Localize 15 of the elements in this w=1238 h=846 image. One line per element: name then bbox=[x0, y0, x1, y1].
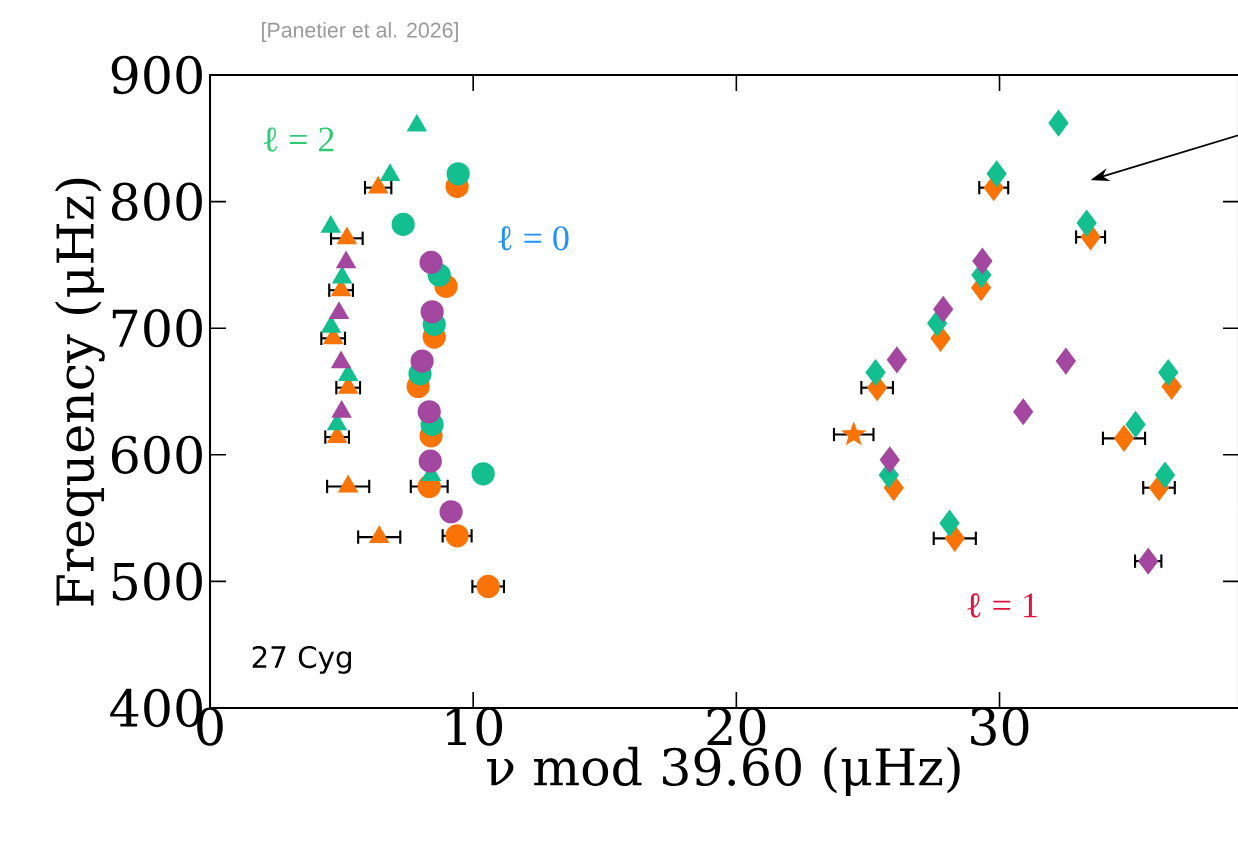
y-tick-label: 500 bbox=[112, 562, 202, 601]
text: [Panetier et al. 2026] bbox=[262, 22, 458, 42]
x-axis-title: ν mod 39.60 (μHz) bbox=[487, 746, 960, 796]
y-tick-label: 700 bbox=[112, 309, 202, 348]
annotation: ℓ = 2 bbox=[264, 127, 334, 152]
x-tick-label: 30 bbox=[971, 707, 1029, 746]
x-tick-label: 10 bbox=[447, 707, 503, 746]
annotation: ℓ = 1 bbox=[967, 593, 1037, 618]
annotation: 27 Cyg bbox=[252, 645, 351, 674]
annotation: ℓ = 0 bbox=[498, 226, 569, 251]
x-tick-label: 20 bbox=[707, 707, 766, 746]
y-tick-label: 800 bbox=[111, 182, 202, 221]
y-tick-label: 900 bbox=[111, 55, 202, 95]
y-tick-label: 600 bbox=[111, 435, 202, 474]
y-axis-title: Frequency (μHz) bbox=[55, 178, 105, 606]
